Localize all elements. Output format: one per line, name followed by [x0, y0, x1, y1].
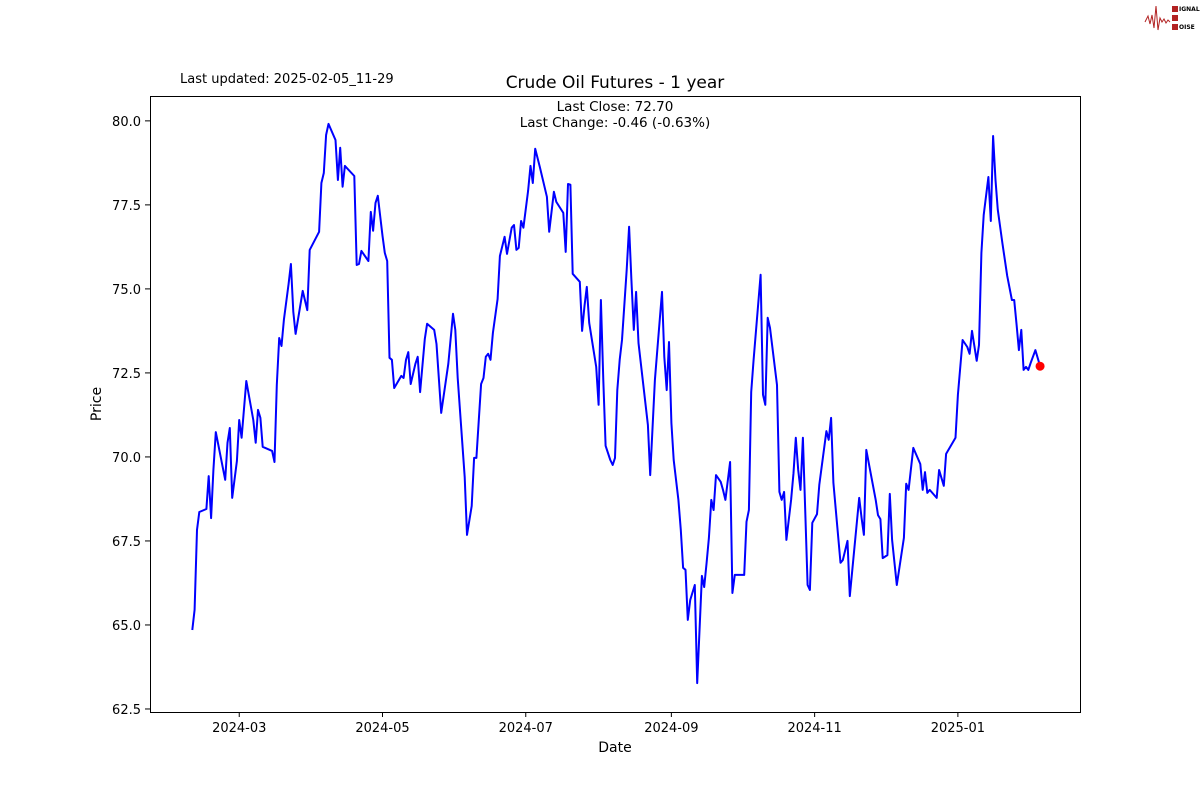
y-tick-label: 75.0 [112, 283, 141, 298]
x-tick-label: 2024-07 [499, 721, 553, 736]
x-tick-label: 2024-05 [355, 721, 409, 736]
y-tick-label: 65.0 [112, 619, 141, 634]
x-tick-label: 2024-09 [644, 721, 698, 736]
x-tick-label: 2024-03 [212, 721, 266, 736]
svg-text:OISE: OISE [1179, 24, 1195, 31]
y-tick-label: 70.0 [112, 451, 141, 466]
x-axis: 2024-03 2024-05 2024-07 2024-09 2024-11 2025-… [212, 712, 985, 736]
last-close-annotation: Last Close: 72.70 [557, 99, 674, 115]
plot-area [191, 122, 1045, 685]
chart-title: Crude Oil Futures - 1 year [506, 73, 725, 93]
logo: IGNAL OISE [1144, 5, 1200, 31]
y-tick-label: 80.0 [112, 115, 141, 130]
y-tick-label: 77.5 [112, 199, 141, 214]
y-tick-label: 72.5 [112, 367, 141, 382]
last-updated: Last updated: 2025-02-05_11-29 [180, 72, 394, 87]
logo-waveform-icon [1144, 5, 1171, 31]
y-axis-label: Price [89, 387, 105, 421]
y-tick-label: 62.5 [112, 703, 141, 718]
svg-text:IGNAL: IGNAL [1179, 6, 1200, 13]
last-close-marker [1035, 361, 1045, 371]
x-tick-label: 2025-01 [931, 721, 985, 736]
last-change-annotation: Last Change: -0.46 (-0.63%) [520, 115, 710, 131]
plot-frame [150, 96, 1081, 713]
price-line [191, 122, 1042, 685]
y-axis: 62.5 65.0 67.5 70.0 72.5 75.0 77.5 80.0 [112, 115, 150, 718]
x-axis-label: Date [598, 740, 631, 756]
x-tick-label: 2024-11 [787, 721, 841, 736]
y-tick-label: 67.5 [112, 535, 141, 550]
